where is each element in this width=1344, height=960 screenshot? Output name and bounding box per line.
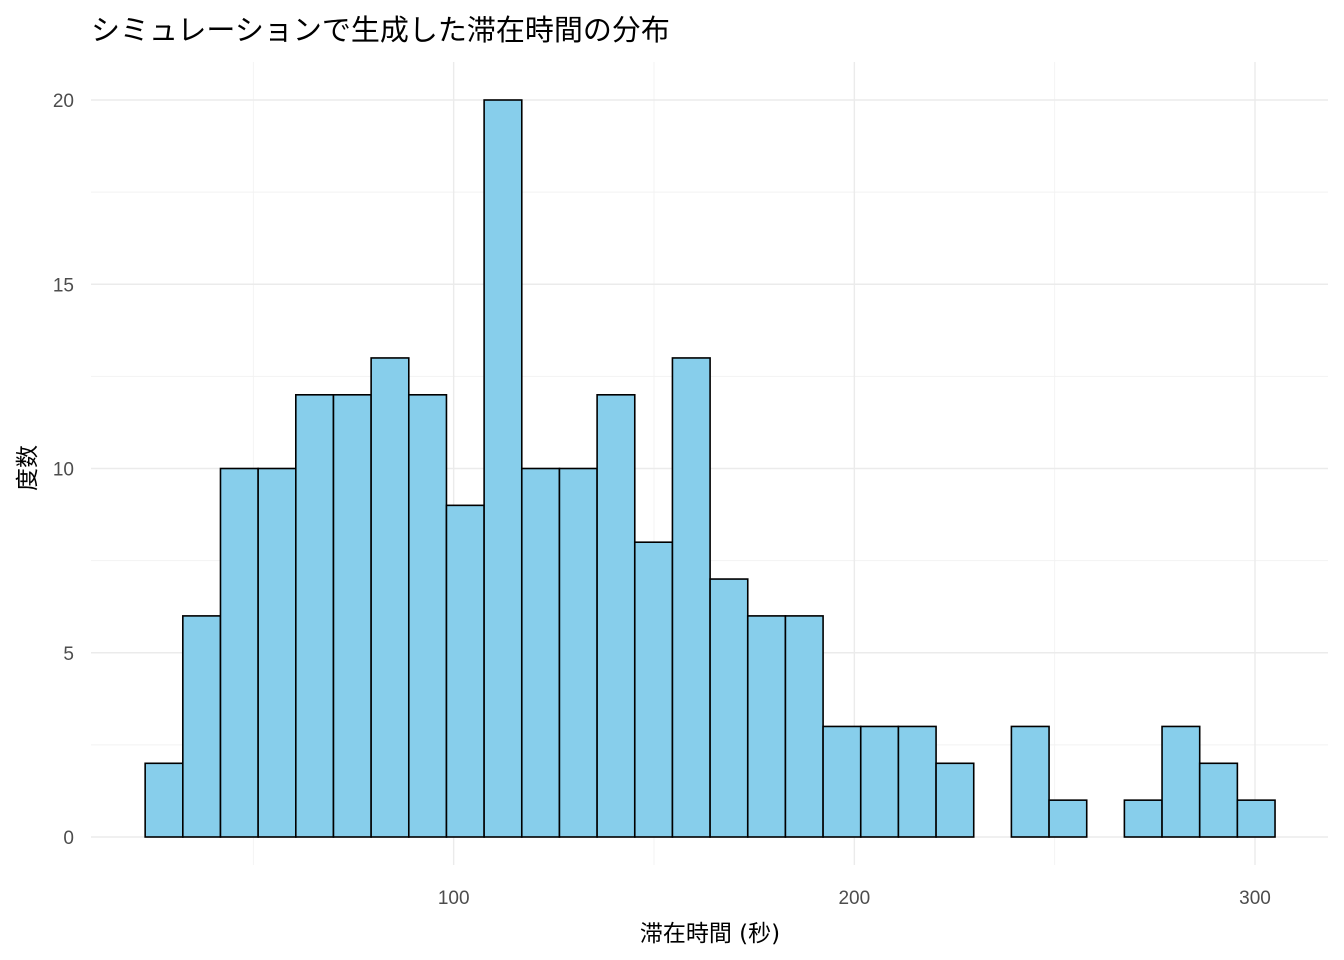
histogram-bar <box>219 467 259 838</box>
histogram-bar <box>370 357 410 838</box>
histogram-bar <box>182 615 222 838</box>
histogram-bar <box>822 725 862 838</box>
histogram-bar <box>558 467 598 838</box>
y-tick-label: 10 <box>53 460 74 481</box>
x-tick-label: 200 <box>838 888 870 909</box>
histogram-bar <box>935 762 975 838</box>
histogram-bar <box>784 615 824 838</box>
chart-title: シミュレーションで生成した滞在時間の分布 <box>91 13 670 47</box>
histogram-bars <box>144 99 1276 838</box>
y-tick-label: 15 <box>53 275 74 296</box>
x-tick-label: 300 <box>1239 888 1271 909</box>
histogram-bar <box>671 357 711 838</box>
histogram-bar <box>1048 799 1088 838</box>
histogram-bar <box>1198 762 1239 838</box>
histogram-bar <box>295 393 335 838</box>
histogram-bar <box>897 725 937 838</box>
x-axis-label: 滞在時間 (秒) <box>640 921 780 947</box>
histogram-bar <box>1123 799 1163 838</box>
histogram-bar <box>483 99 523 838</box>
y-tick-label: 0 <box>63 828 74 849</box>
histogram-bar <box>520 467 561 838</box>
y-axis-ticks: 0 5 10 15 20 <box>53 91 74 849</box>
histogram-bar <box>746 615 787 838</box>
y-axis-label: 度数 <box>15 445 41 491</box>
histogram-bar <box>407 393 448 838</box>
histogram-bar <box>633 541 674 838</box>
histogram-bar <box>1236 799 1276 838</box>
histogram-bar <box>1010 725 1050 838</box>
histogram-bar <box>709 578 749 838</box>
histogram-bar <box>859 725 900 838</box>
histogram-bar <box>257 467 297 838</box>
histogram-bar <box>332 393 372 838</box>
y-tick-label: 5 <box>63 644 74 665</box>
histogram-bar <box>596 393 636 838</box>
histogram-bar <box>445 504 485 838</box>
histogram-bar <box>144 762 184 838</box>
x-axis-ticks: 100 200 300 <box>438 888 1271 909</box>
histogram-bar <box>1161 725 1201 838</box>
y-tick-label: 20 <box>53 91 74 112</box>
x-tick-label: 100 <box>438 888 470 909</box>
